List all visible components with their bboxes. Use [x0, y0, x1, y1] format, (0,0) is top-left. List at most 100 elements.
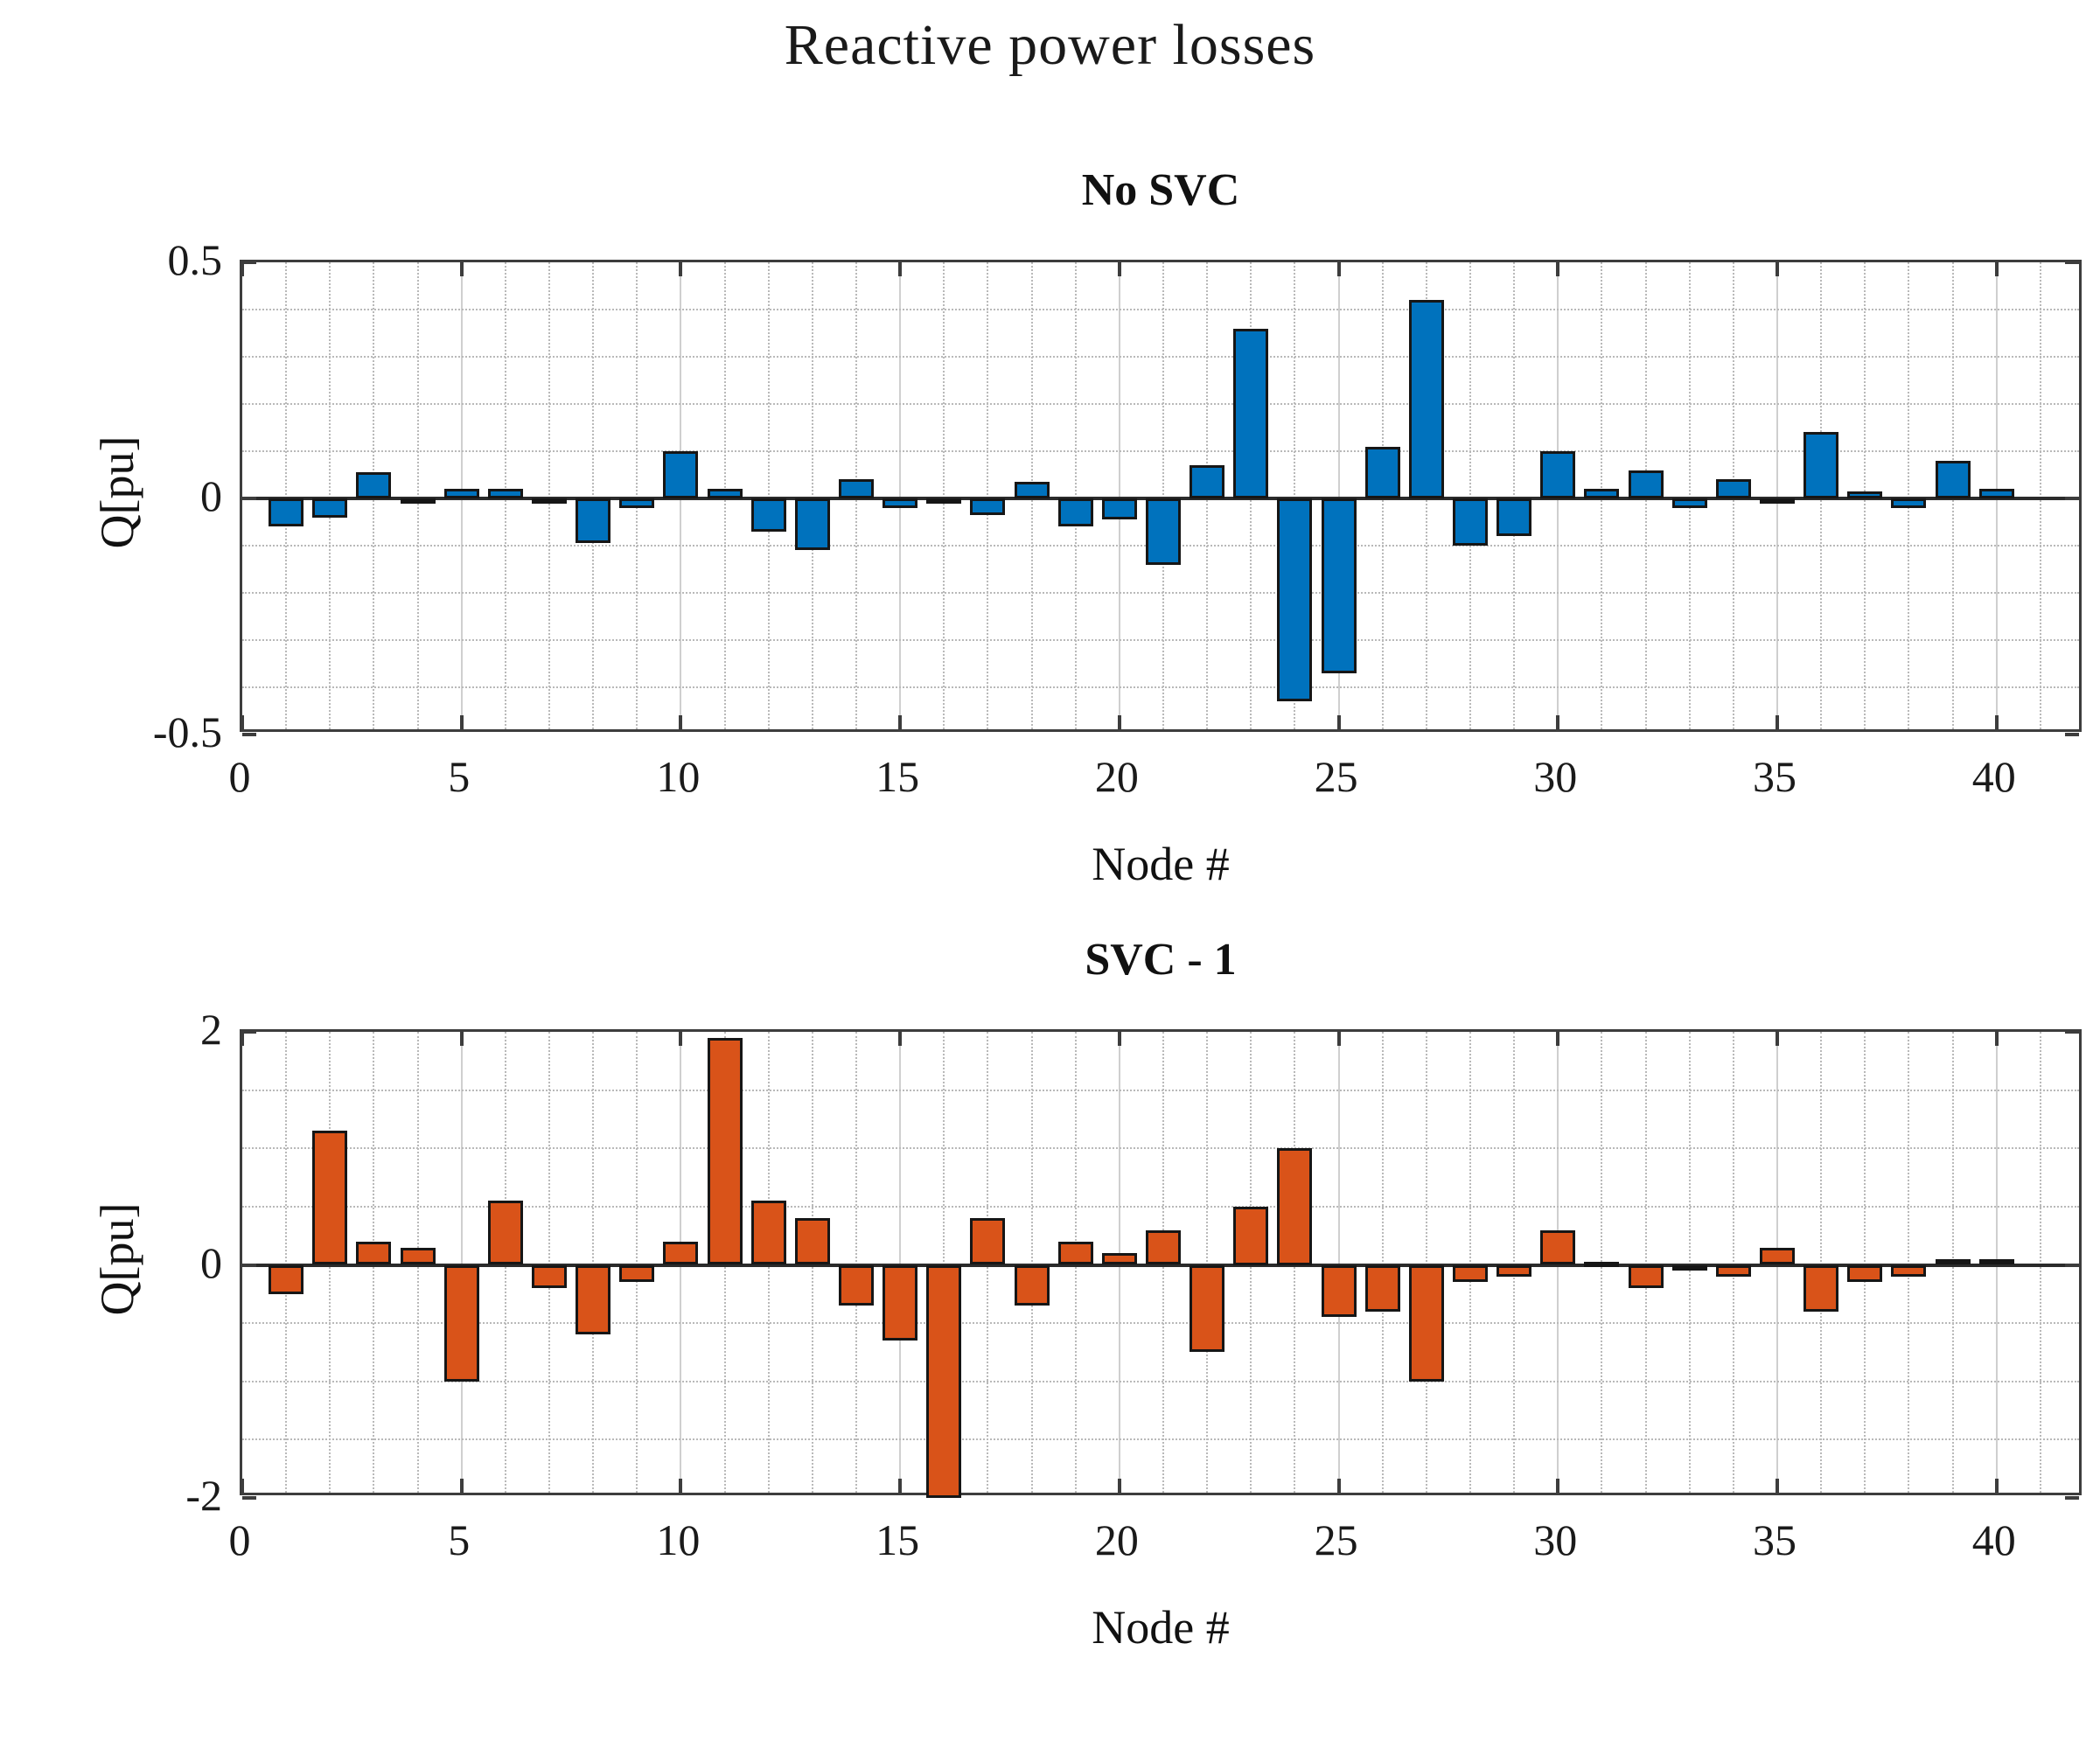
bar-node-18 — [1014, 482, 1050, 498]
bar-node-32 — [1628, 470, 1664, 498]
y-tickmark — [2065, 733, 2079, 736]
minor-gridline-vertical — [1644, 1032, 1647, 1493]
bar-node-2 — [312, 1131, 348, 1265]
y-tickmark — [2065, 497, 2079, 500]
figure-title: Reactive power losses — [784, 13, 1316, 77]
x-tickmark — [459, 1479, 464, 1493]
x-tick-label-25: 25 — [1314, 752, 1358, 801]
x-tickmark — [1776, 715, 1779, 729]
x-tickmark — [1117, 1032, 1121, 1046]
minor-gridline-vertical — [1469, 262, 1471, 729]
bar-node-26 — [1364, 446, 1400, 498]
minor-gridline-horizontal — [242, 356, 2079, 358]
bar-node-6 — [487, 489, 523, 498]
bar-node-18 — [1014, 1264, 1050, 1306]
x-tickmark — [241, 1032, 244, 1046]
x-tick-label-15: 15 — [876, 752, 920, 801]
minor-gridline-vertical — [285, 262, 288, 729]
minor-gridline-vertical — [1864, 1032, 1866, 1493]
bar-node-6 — [487, 1201, 523, 1265]
x-tick-label-35: 35 — [1753, 1515, 1797, 1564]
y-tickmark — [242, 261, 256, 264]
x-tickmark — [459, 262, 464, 276]
bar-node-22 — [1190, 465, 1225, 498]
bar-node-9 — [619, 498, 655, 508]
y-tickmark — [2065, 1496, 2079, 1500]
y-tickmark — [242, 497, 256, 500]
x-tickmark — [459, 1032, 464, 1046]
x-axis-label: Node # — [1092, 1601, 1230, 1654]
bar-node-37 — [1847, 491, 1883, 498]
bar-node-20 — [1101, 1253, 1137, 1265]
bar-node-12 — [750, 1201, 786, 1265]
x-axis-label: Node # — [1092, 838, 1230, 890]
bar-node-27 — [1408, 300, 1444, 498]
minor-gridline-horizontal — [242, 592, 2079, 594]
major-gridline-vertical — [460, 1032, 463, 1493]
subplot-title-svc-1: SVC - 1 — [1085, 935, 1237, 985]
plot-area-svc-1 — [240, 1029, 2082, 1500]
bar-node-26 — [1364, 1264, 1400, 1312]
bar-node-23 — [1233, 1206, 1269, 1265]
minor-gridline-horizontal — [242, 1322, 2079, 1325]
x-tickmark — [679, 1479, 683, 1493]
minor-gridline-vertical — [548, 262, 550, 729]
bar-node-9 — [619, 1264, 655, 1283]
bar-node-11 — [707, 1037, 743, 1265]
bar-node-28 — [1452, 498, 1489, 546]
bar-node-40 — [1978, 1258, 2014, 1265]
minor-gridline-vertical — [1030, 1032, 1033, 1493]
bar-node-8 — [576, 498, 611, 544]
bar-node-17 — [970, 1218, 1006, 1265]
x-tickmark — [459, 715, 464, 729]
bar-node-17 — [970, 498, 1006, 515]
minor-gridline-horizontal — [242, 1147, 2079, 1150]
bar-node-10 — [663, 451, 699, 498]
bar-node-24 — [1277, 1148, 1313, 1265]
x-tickmark — [898, 1032, 903, 1046]
bar-node-13 — [794, 1218, 830, 1265]
y-tick-label-0: 0 — [200, 1237, 222, 1287]
x-tickmark — [1336, 715, 1341, 729]
y-tick-label--2: -2 — [185, 1471, 222, 1520]
bar-node-5 — [443, 1264, 479, 1382]
major-gridline-vertical — [899, 1032, 902, 1493]
minor-gridline-vertical — [1688, 1032, 1691, 1493]
minor-gridline-vertical — [416, 262, 419, 729]
minor-gridline-horizontal — [242, 1089, 2079, 1091]
x-tickmark — [898, 1479, 903, 1493]
x-tick-label-40: 40 — [1971, 1515, 2016, 1564]
x-tickmark — [1776, 1032, 1779, 1046]
bar-node-33 — [1671, 1264, 1707, 1271]
bar-node-1 — [269, 498, 304, 527]
y-tick-label-2: 2 — [200, 1005, 222, 1054]
bar-node-29 — [1497, 498, 1532, 537]
x-tickmark — [241, 715, 244, 729]
y-tickmark — [242, 1030, 256, 1034]
x-tickmark — [1776, 1479, 1779, 1493]
minor-gridline-vertical — [1513, 1032, 1516, 1493]
minor-gridline-vertical — [1074, 262, 1077, 729]
major-gridline-vertical — [1118, 262, 1120, 729]
minor-gridline-vertical — [592, 262, 595, 729]
minor-gridline-vertical — [1688, 262, 1691, 729]
bar-node-11 — [707, 489, 743, 498]
bar-node-3 — [356, 1241, 392, 1265]
bar-node-12 — [750, 498, 786, 532]
bar-node-36 — [1803, 432, 1839, 498]
minor-gridline-horizontal — [242, 403, 2079, 405]
bar-node-33 — [1671, 498, 1707, 508]
x-tickmark — [1336, 1032, 1341, 1046]
bar-node-14 — [838, 1264, 875, 1306]
x-tick-label-35: 35 — [1753, 752, 1797, 801]
bar-node-31 — [1584, 1261, 1620, 1267]
minor-gridline-vertical — [1732, 1032, 1734, 1493]
minor-gridline-vertical — [1469, 1032, 1471, 1493]
x-tick-label-15: 15 — [876, 1515, 920, 1564]
bar-node-38 — [1891, 498, 1927, 508]
bar-node-30 — [1540, 451, 1576, 498]
bar-node-4 — [400, 498, 436, 504]
minor-gridline-vertical — [2039, 262, 2041, 729]
y-tickmark — [2065, 1030, 2079, 1034]
minor-gridline-vertical — [329, 262, 331, 729]
